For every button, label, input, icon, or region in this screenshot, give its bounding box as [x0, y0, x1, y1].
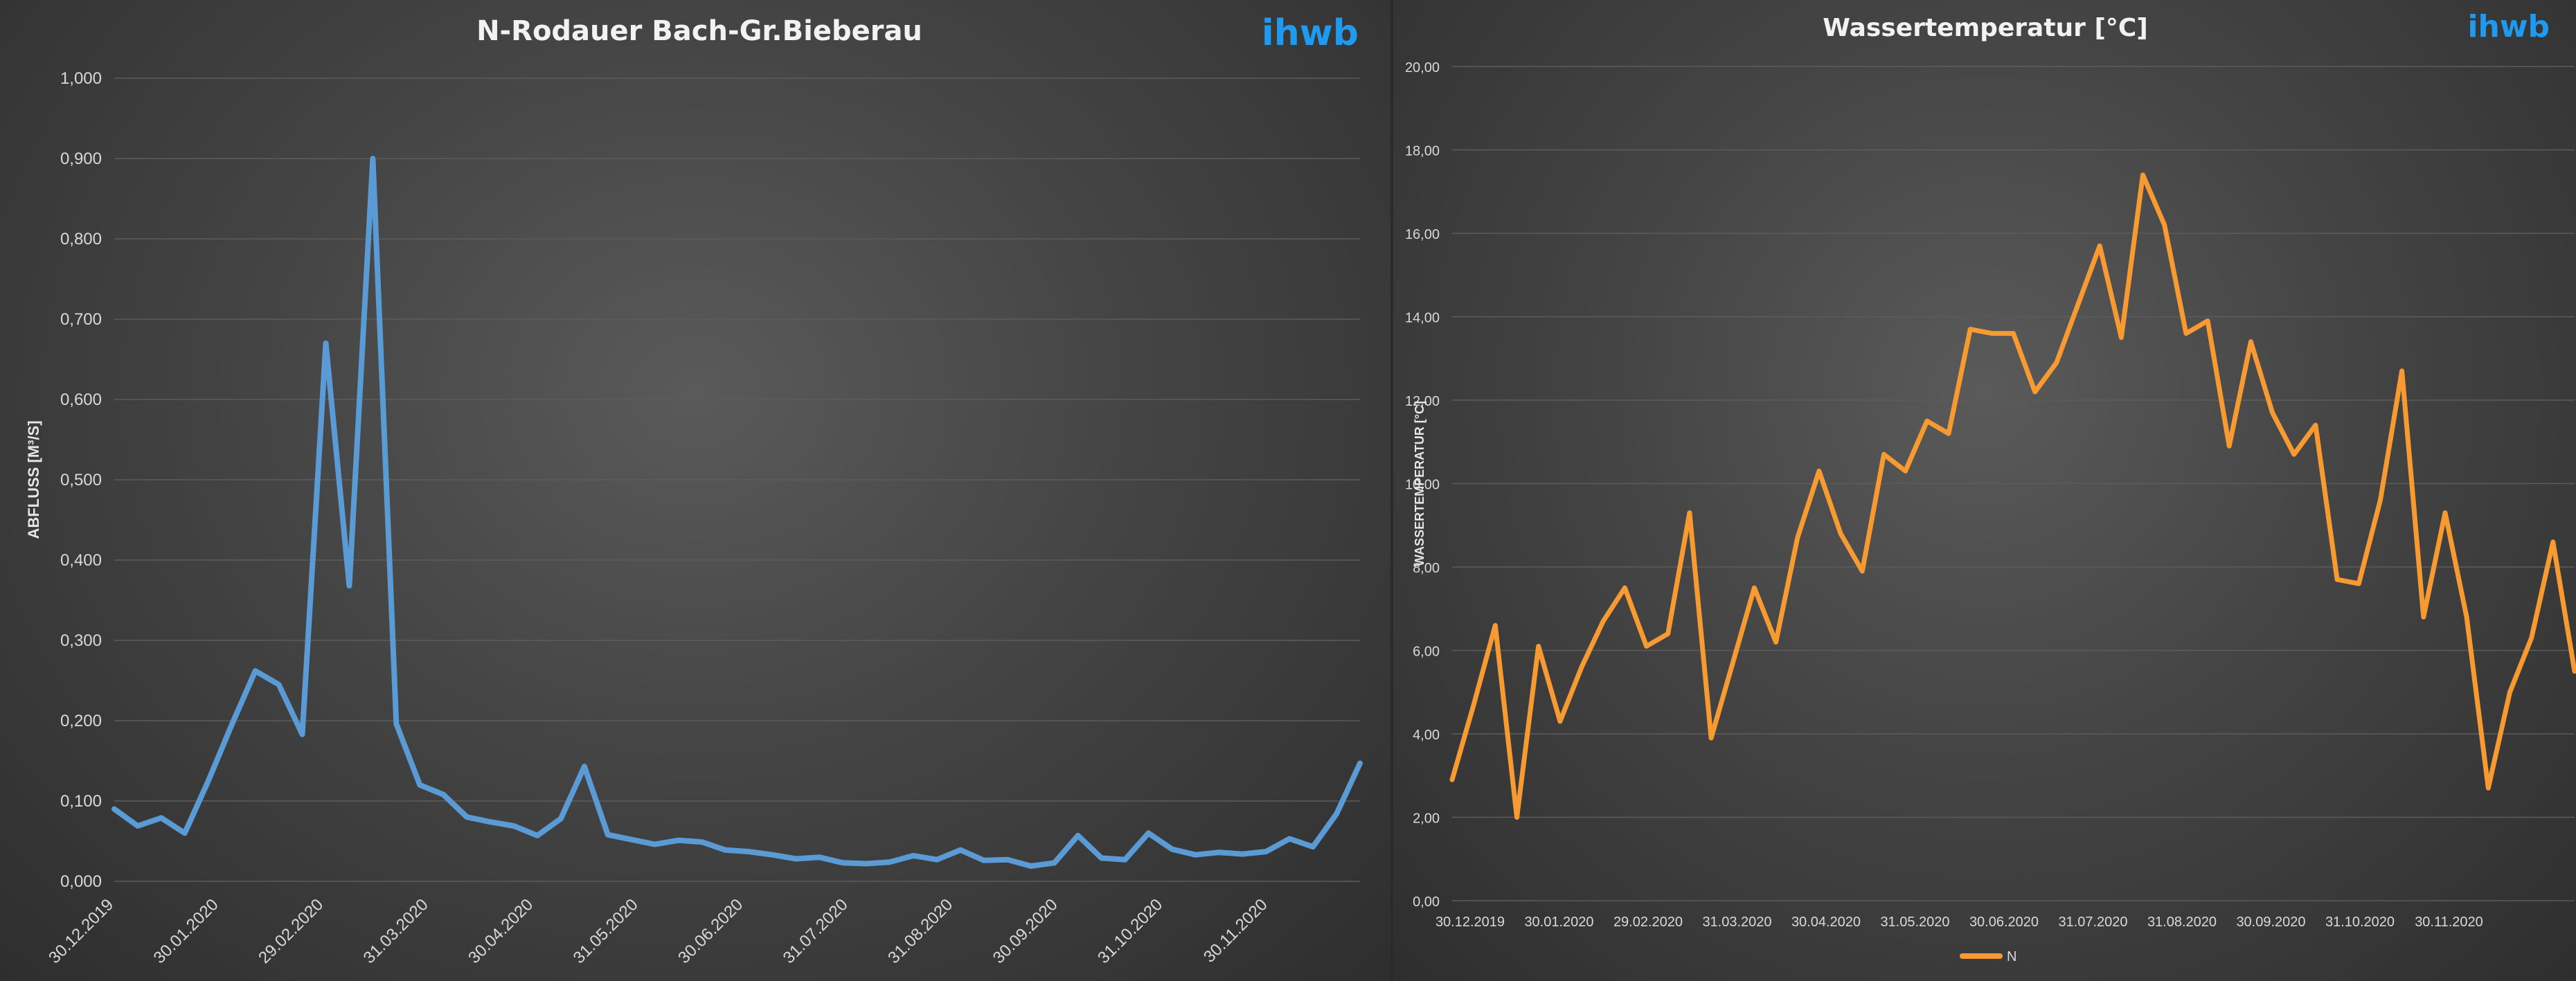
x-tick-label: 31.05.2020: [1880, 915, 1949, 930]
discharge-chart-panel: N-Rodauer Bach-Gr.Bieberau ihwb 0,000 0,100…: [0, 0, 1390, 981]
y-tick-label: 0,900: [60, 150, 102, 168]
x-tick-label: 30.11.2020: [2415, 915, 2483, 930]
ihwb-logo: ihwb: [1262, 12, 1359, 54]
y-tick-label: 0,500: [60, 471, 102, 489]
x-tick-label: 31.03.2020: [1702, 915, 1771, 930]
x-tick-label: 30.06.2020: [1969, 915, 2039, 930]
y-tick-label: 0,300: [60, 631, 102, 650]
y-tick-label: 10,00: [1405, 478, 1440, 493]
y-tick-label: 14,00: [1405, 311, 1440, 326]
water-temperature-chart: Wassertemperatur [°C] ihwb 0,00 2,00 4,00 6,0…: [1405, 9, 2576, 964]
x-tick-label: 29.02.2020: [255, 895, 327, 967]
x-tick-label: 30.12.2019: [1435, 915, 1505, 930]
x-tick-label: 31.07.2020: [780, 895, 852, 967]
y-tick-label: 18,00: [1405, 144, 1440, 159]
series-line: [1449, 172, 2576, 820]
chart-title: N-Rodauer Bach-Gr.Bieberau: [476, 15, 922, 47]
y-tick-label: 0,200: [60, 712, 102, 730]
x-tick-label: 30.11.2020: [1200, 895, 1271, 966]
ihwb-logo: ihwb: [2467, 9, 2550, 44]
y-tick-label: 12,00: [1405, 394, 1440, 409]
y-tick-label: 0,400: [60, 551, 102, 570]
y-tick-label: 2,00: [1413, 811, 1440, 827]
x-tick-label: 31.08.2020: [2147, 915, 2217, 930]
y-tick-label: 6,00: [1413, 645, 1440, 660]
y-axis-title: WASSERTEMPERATUR [°C]: [1413, 401, 1426, 566]
water-temperature-chart-panel: Wassertemperatur [°C] ihwb 0,00 2,00 4,00 6,0…: [1393, 0, 2576, 981]
x-tick-label: 31.05.2020: [570, 895, 642, 967]
y-axis-title: ABFLUSS [M³/S]: [25, 420, 42, 539]
x-tick-label: 30.12.2019: [45, 895, 117, 967]
x-tick-label: 30.01.2020: [1524, 915, 1593, 930]
x-tick-label: 29.02.2020: [1613, 915, 1683, 930]
y-tick-label: 20,00: [1405, 60, 1440, 75]
x-tick-label: 31.10.2020: [2325, 915, 2395, 930]
x-tick-label: 31.07.2020: [2058, 915, 2127, 930]
y-tick-label: 0,700: [60, 310, 102, 329]
chart-title: Wassertemperatur [°C]: [1823, 14, 2148, 42]
y-tick-label: 4,00: [1413, 728, 1440, 743]
x-tick-label: 31.08.2020: [884, 895, 956, 967]
discharge-chart: N-Rodauer Bach-Gr.Bieberau ihwb 0,000 0,100…: [25, 12, 1363, 967]
y-tick-label: 0,800: [60, 230, 102, 249]
y-tick-label: 0,000: [60, 872, 102, 891]
x-tick-label: 30.04.2020: [1791, 915, 1861, 930]
y-tick-label: 1,000: [60, 69, 102, 88]
panel-divider: [1390, 0, 1393, 981]
x-tick-label: 30.09.2020: [990, 895, 1062, 967]
x-tick-label: 30.04.2020: [465, 895, 537, 967]
y-tick-label: 16,00: [1405, 227, 1440, 242]
x-tick-label: 30.01.2020: [150, 895, 222, 967]
x-tick-label: 31.03.2020: [360, 895, 432, 967]
y-tick-label: 0,600: [60, 390, 102, 409]
series-line: [111, 156, 1363, 869]
y-tick-label: 0,00: [1413, 894, 1440, 910]
legend-label: N: [2007, 949, 2016, 964]
x-tick-label: 30.06.2020: [674, 895, 746, 967]
y-tick-label: 0,100: [60, 792, 102, 811]
x-tick-label: 31.10.2020: [1094, 895, 1166, 967]
y-tick-label: 8,00: [1413, 561, 1440, 576]
x-tick-label: 30.09.2020: [2236, 915, 2305, 930]
